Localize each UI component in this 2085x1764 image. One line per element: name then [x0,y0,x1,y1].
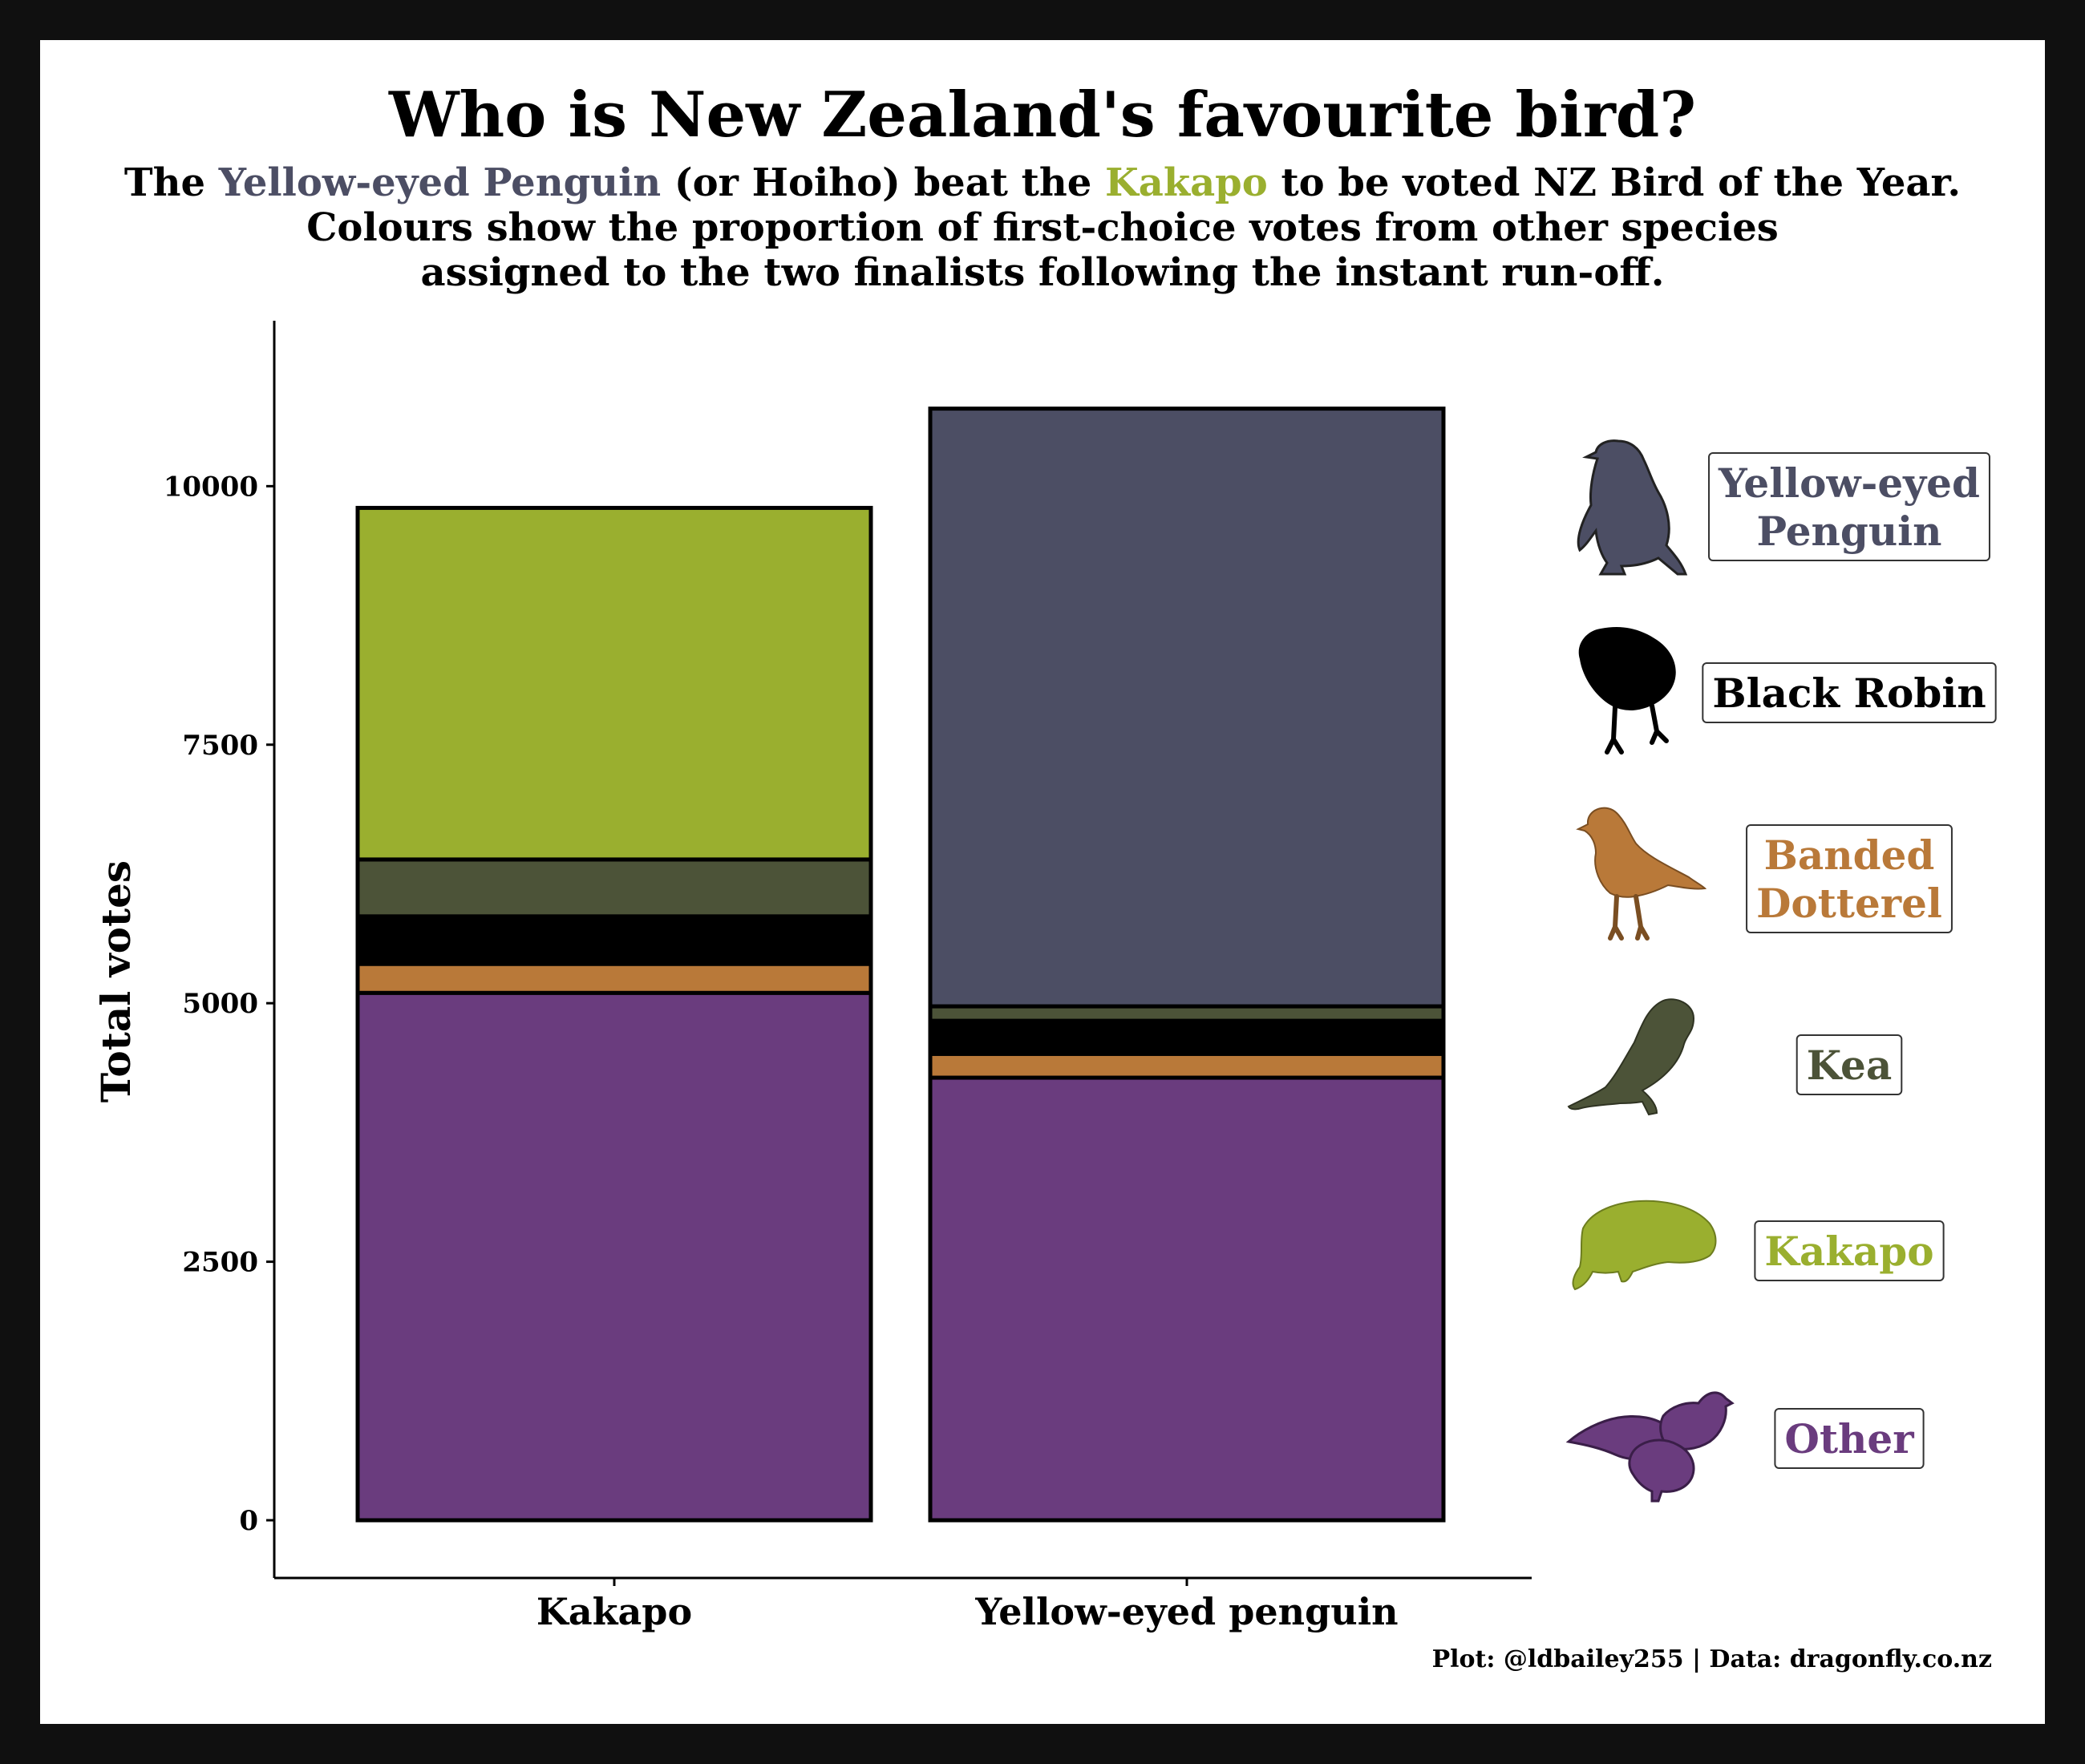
y-tick-label: 7500 [182,730,258,762]
legend-entry: Kea [1796,1034,1903,1095]
subtitle-penguin: Yellow-eyed Penguin [218,160,662,205]
caption: Plot: @ldbailey255 | Data: dragonfly.co.… [1431,1645,1992,1673]
bar-segment-black-robin [928,1018,1446,1056]
bar-segment-banded-dotterel [355,961,873,995]
penguin-icon [1577,439,1688,576]
legend-box [1754,1220,1945,1281]
legend-box [1702,662,1997,723]
bar-segment-other [928,1075,1446,1523]
x-tick-label: Kakapo [536,1590,692,1633]
bar-segment-kakapo [355,505,873,862]
subtitle-text: The [123,160,206,205]
legend-entry: Black Robin [1702,662,1997,723]
legend-label: Kea [1807,1042,1893,1089]
legend-label: Black Robin [1712,670,1986,717]
bar-segment-kea [928,1004,1446,1023]
legend-box [1796,1034,1903,1095]
y-axis-label: Total votes [92,860,140,1102]
legend-label: Yellow-eyed [1718,459,1980,507]
robin-icon [1578,626,1676,755]
bars [355,407,1446,1523]
legend-label: Dotterel [1756,880,1942,927]
bar-segment-banded-dotterel [928,1051,1446,1080]
kea-icon [1567,998,1695,1116]
subtitle-line-2: Colours show the proportion of first-cho… [306,205,1779,250]
x-tick-label: Yellow-eyed penguin [974,1590,1398,1633]
y-tick-label: 2500 [182,1247,258,1279]
legend-label: Kakapo [1764,1228,1933,1275]
chart-title: Who is New Zealand's favourite bird? [388,79,1697,152]
y-tick-label: 10000 [164,471,258,503]
chart-subtitle: The Yellow-eyed Penguin (or Hoiho) beat … [40,160,2045,295]
dotterel-icon [1576,807,1707,941]
legend-label: Other [1784,1415,1914,1463]
kakapo-icon [1572,1200,1717,1291]
bar-segment-kea [355,857,873,919]
subtitle-text: to be voted NZ Bird of the Year. [1281,160,1962,205]
legend-box [1774,1408,1925,1469]
legend-label: Penguin [1756,508,1941,555]
bar-segment-other [355,990,873,1523]
legend-box [1746,824,1953,933]
y-tick-label: 5000 [182,988,258,1020]
legend-entry: Kakapo [1754,1220,1945,1281]
bar-segment-black-robin [355,914,873,966]
legend-box [1708,452,1990,561]
subtitle-line-1: The Yellow-eyed Penguin (or Hoiho) beat … [40,160,2045,205]
bar-segment-yellow-eyed-penguin [928,407,1446,1009]
subtitle-line-3: assigned to the two finalists following … [420,250,1665,295]
subtitle-kakapo: Kakapo [1105,160,1268,205]
axes: 0 2500 5000 7500 10000 Total votes Kakapo Yello… [92,321,1532,1633]
legend-label: Banded [1764,831,1935,879]
legend-entry: Other [1774,1408,1925,1469]
other-birds-icon [1565,1391,1735,1503]
chart-panel: Who is New Zealand's favourite bird? The… [40,40,2045,1724]
y-tick-label: 0 [239,1505,258,1537]
subtitle-text: (or Hoiho) beat the [674,160,1092,205]
